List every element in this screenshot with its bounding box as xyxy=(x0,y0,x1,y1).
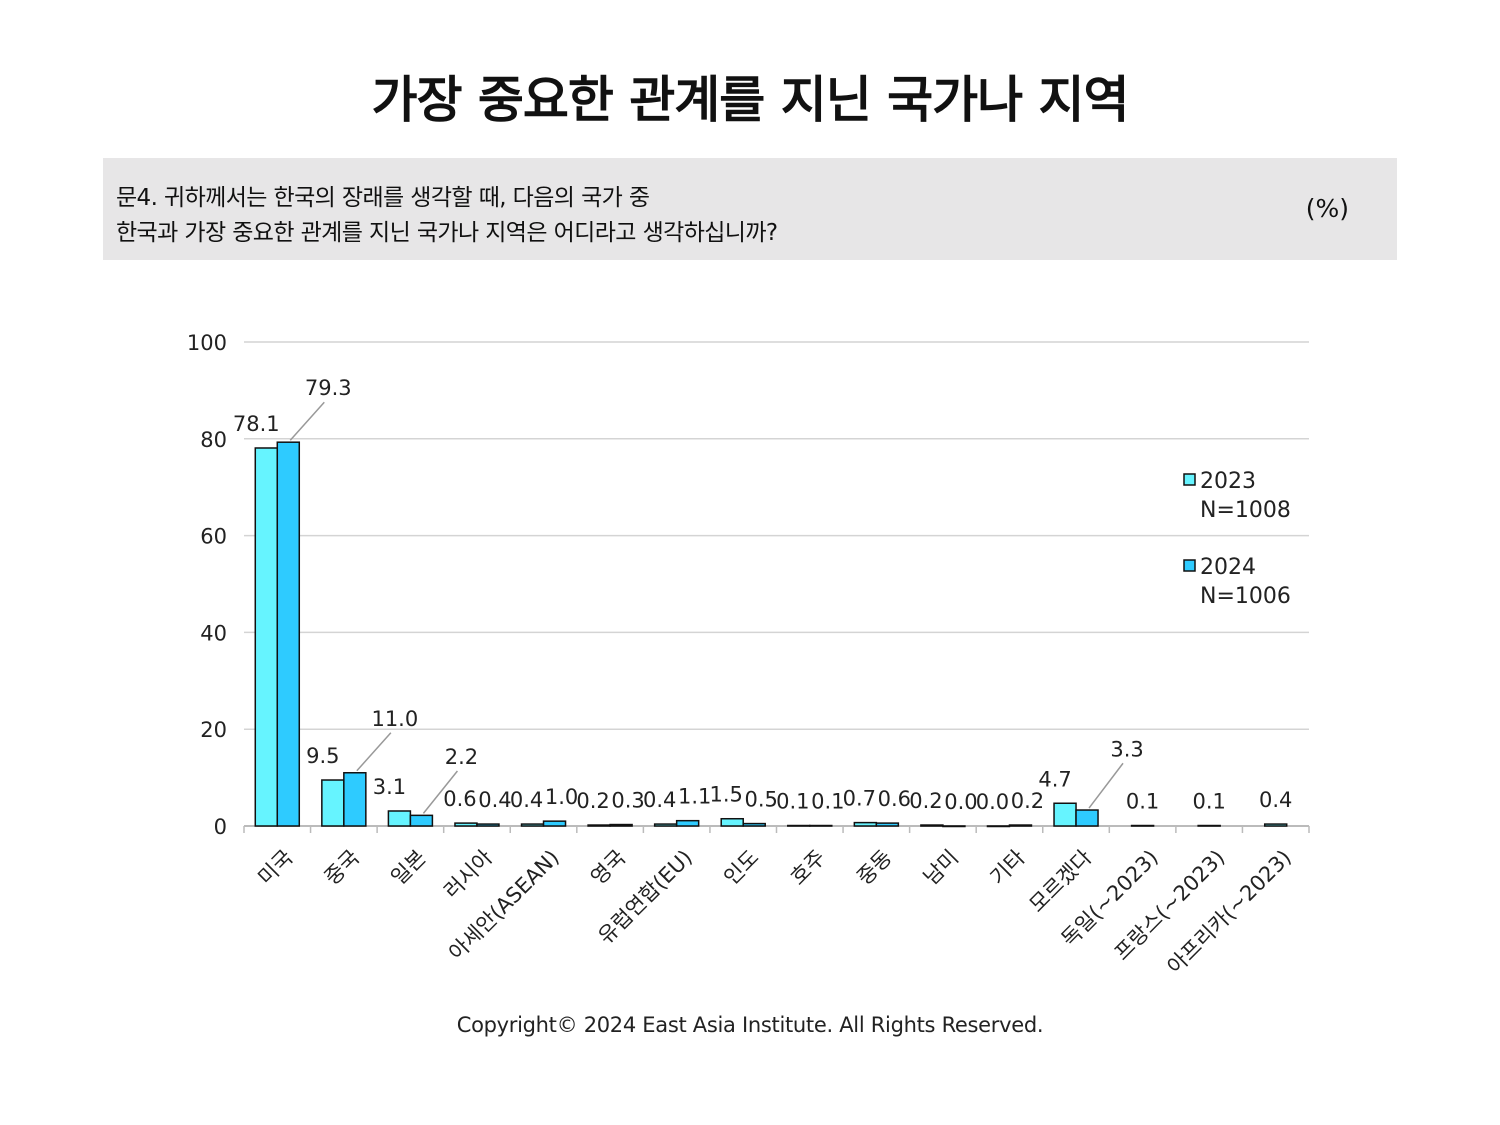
legend-swatch-2023 xyxy=(1183,473,1196,486)
bar-2023 xyxy=(587,824,611,827)
data-label-2023: 0.4 xyxy=(510,788,543,812)
data-label-2024: 0.2 xyxy=(1011,789,1044,813)
legend-note-2023: N=1008 xyxy=(1200,498,1291,523)
data-label-2024: 79.3 xyxy=(305,376,352,400)
data-label-2023: 0.1 xyxy=(1192,790,1225,814)
category-label: 남미 xyxy=(919,845,963,889)
data-label-2023: 0.4 xyxy=(1259,788,1292,812)
leader-line xyxy=(422,770,458,814)
bar-2023 xyxy=(520,823,545,827)
question-box: 문4. 귀하께서는 한국의 장래를 생각할 때, 다음의 국가 중 한국과 가장… xyxy=(103,158,1397,260)
data-label-2024: 0.4 xyxy=(478,788,511,812)
copyright-notice: Copyright© 2024 East Asia Institute. All… xyxy=(456,1013,1044,1037)
bar-2024 xyxy=(875,822,900,827)
y-tick-label: 60 xyxy=(200,525,227,549)
bar-2023 xyxy=(720,817,744,827)
y-tick-label: 80 xyxy=(200,428,227,452)
bar-2024 xyxy=(675,819,700,827)
legend-swatch-2024 xyxy=(1183,559,1196,572)
category-label: 아프리카(~2023) xyxy=(1163,845,1296,978)
data-label-2024: 2.2 xyxy=(445,745,478,769)
data-label-2023: 0.0 xyxy=(976,790,1009,814)
question-line-2: 한국과 가장 중요한 관계를 지닌 국가나 지역은 어디라고 생각하십니까? xyxy=(116,220,778,246)
data-label-2024: 0.3 xyxy=(611,789,644,813)
category-label: 인도 xyxy=(719,845,763,889)
bar-2023 xyxy=(787,824,811,827)
bar-2023 xyxy=(1263,823,1288,827)
data-label-2024: 3.3 xyxy=(1110,737,1143,761)
data-label-2024: 1.1 xyxy=(678,785,711,809)
category-label: 기타 xyxy=(985,845,1029,889)
category-label: 영국 xyxy=(586,845,630,889)
bar-2024 xyxy=(476,823,500,827)
legend-label-2024: 2024 xyxy=(1200,555,1256,580)
category-label: 미국 xyxy=(253,845,297,889)
bar-2023 xyxy=(920,824,944,827)
bar-2023 xyxy=(853,821,878,827)
data-label-2024: 11.0 xyxy=(371,707,418,731)
bar-2024 xyxy=(409,814,434,827)
bar-2024 xyxy=(742,822,766,827)
bar-2023 xyxy=(1197,824,1221,827)
bar-2024 xyxy=(1075,809,1099,827)
question-line-1: 문4. 귀하께서는 한국의 장래를 생각할 때, 다음의 국가 중 xyxy=(116,185,650,211)
data-label-2023: 0.4 xyxy=(643,788,676,812)
bar-2024 xyxy=(542,820,567,827)
y-tick-label: 100 xyxy=(187,331,227,355)
bar-2023 xyxy=(454,822,478,827)
data-label-2023: 0.6 xyxy=(443,787,476,811)
data-label-2023: 78.1 xyxy=(233,412,280,436)
bar-2024 xyxy=(609,823,633,827)
data-label-2023: 0.2 xyxy=(576,789,609,813)
leader-line xyxy=(1088,762,1124,809)
bar-2023 xyxy=(1130,824,1155,827)
bar-2024 xyxy=(1008,824,1033,827)
unit-label: (%) xyxy=(1305,194,1349,223)
bar-2024 xyxy=(343,772,367,827)
bar-2023 xyxy=(387,810,412,827)
data-label-2023: 3.1 xyxy=(373,775,406,799)
data-label-2023: 9.5 xyxy=(306,744,339,768)
category-label: 중동 xyxy=(852,845,896,889)
data-label-2023: 1.5 xyxy=(710,783,743,807)
data-label-2024: 1.0 xyxy=(545,785,578,809)
bar-2024 xyxy=(276,441,301,827)
data-label-2023: 0.7 xyxy=(843,787,876,811)
data-label-2024: 0.1 xyxy=(811,790,844,814)
data-label-2023: 0.1 xyxy=(776,790,809,814)
data-label-2023: 4.7 xyxy=(1038,767,1071,791)
bar-2023 xyxy=(1053,802,1077,827)
page-title: 가장 중요한 관계를 지닌 국가나 지역 xyxy=(371,71,1129,129)
data-label-2024: 0.6 xyxy=(878,787,911,811)
data-label-2023: 0.1 xyxy=(1126,790,1159,814)
category-label: 중국 xyxy=(320,845,364,889)
data-label-2024: 0.0 xyxy=(944,790,977,814)
bar-2023 xyxy=(321,779,345,827)
bar-2023 xyxy=(254,447,279,827)
y-tick-label: 0 xyxy=(214,815,227,839)
bar-2024 xyxy=(809,824,833,827)
leader-line xyxy=(289,401,325,441)
bar-2023 xyxy=(986,825,1011,828)
legend-note-2024: N=1006 xyxy=(1200,584,1291,609)
data-label-2024: 0.5 xyxy=(745,788,778,812)
leader-line xyxy=(356,732,392,772)
bar-2024 xyxy=(942,825,966,828)
y-tick-label: 40 xyxy=(200,621,227,645)
bar-2023 xyxy=(653,823,678,827)
y-tick-label: 20 xyxy=(200,718,227,742)
category-label: 호주 xyxy=(786,845,830,889)
category-label: 러시아 xyxy=(439,845,497,903)
data-label-2023: 0.2 xyxy=(909,789,942,813)
category-label: 일본 xyxy=(386,845,430,889)
legend-label-2023: 2023 xyxy=(1200,469,1256,494)
